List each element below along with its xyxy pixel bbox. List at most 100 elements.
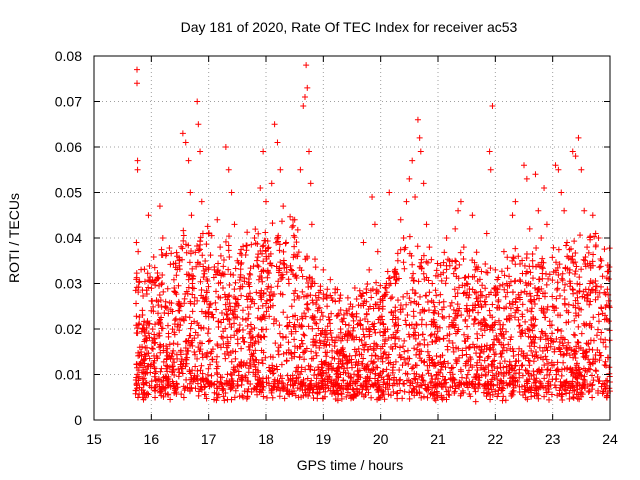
data-point xyxy=(553,335,560,342)
data-point xyxy=(220,386,227,393)
data-point xyxy=(506,300,513,307)
data-point xyxy=(558,328,565,335)
data-point xyxy=(414,341,421,348)
data-point xyxy=(503,379,510,386)
data-point xyxy=(416,263,423,270)
data-point xyxy=(400,380,407,387)
data-point xyxy=(502,397,509,404)
data-point xyxy=(403,301,410,308)
data-point xyxy=(574,370,581,377)
data-point xyxy=(373,364,380,371)
data-point xyxy=(160,288,167,295)
data-point xyxy=(183,249,190,256)
data-point xyxy=(268,180,275,187)
data-point xyxy=(554,285,561,292)
data-point xyxy=(368,294,375,301)
data-point xyxy=(547,343,554,350)
x-tick-label: 21 xyxy=(430,431,446,447)
data-point xyxy=(414,346,421,353)
data-point xyxy=(498,353,505,360)
data-point xyxy=(381,292,388,299)
data-point xyxy=(135,321,142,328)
data-point xyxy=(344,389,351,396)
data-point xyxy=(392,314,399,321)
data-point xyxy=(216,270,223,277)
data-point xyxy=(531,301,538,308)
data-point xyxy=(224,311,231,318)
data-point xyxy=(238,292,245,299)
data-point xyxy=(424,394,431,401)
data-point xyxy=(418,382,425,389)
data-point xyxy=(186,272,193,279)
data-point xyxy=(433,334,440,341)
data-point xyxy=(309,299,316,306)
data-point xyxy=(471,383,478,390)
data-point xyxy=(494,376,501,383)
data-point xyxy=(334,365,341,372)
data-point xyxy=(534,292,541,299)
data-point xyxy=(151,364,158,371)
data-point xyxy=(334,286,341,293)
data-point xyxy=(291,336,298,343)
data-point xyxy=(198,362,205,369)
data-point xyxy=(579,293,586,300)
data-point xyxy=(461,282,468,289)
data-point xyxy=(291,349,298,356)
data-point xyxy=(408,321,415,328)
data-point xyxy=(372,352,379,359)
data-point xyxy=(414,243,421,250)
data-point xyxy=(501,305,508,312)
data-point xyxy=(368,394,375,401)
data-point xyxy=(513,358,520,365)
data-point xyxy=(157,320,164,327)
data-point xyxy=(205,264,212,271)
data-point xyxy=(572,250,579,257)
data-point xyxy=(232,355,239,362)
data-point xyxy=(231,286,238,293)
data-point xyxy=(549,277,556,284)
data-point xyxy=(211,396,218,403)
data-point xyxy=(518,383,525,390)
data-point xyxy=(279,291,286,298)
data-point xyxy=(350,324,357,331)
data-point xyxy=(447,384,454,391)
data-point xyxy=(570,394,577,401)
data-point xyxy=(533,384,540,391)
data-point xyxy=(509,212,516,219)
data-point xyxy=(418,316,425,323)
data-point xyxy=(283,357,290,364)
data-point xyxy=(569,148,576,155)
data-point xyxy=(236,276,243,283)
data-point xyxy=(164,285,171,292)
data-point xyxy=(199,295,206,302)
data-point xyxy=(267,296,274,303)
data-point xyxy=(223,344,230,351)
data-point xyxy=(197,339,204,346)
data-point xyxy=(380,376,387,383)
data-point xyxy=(309,297,316,304)
data-point xyxy=(352,361,359,368)
data-point xyxy=(596,357,603,364)
data-point xyxy=(559,340,566,347)
data-point xyxy=(428,372,435,379)
data-point xyxy=(417,293,424,300)
data-point xyxy=(545,340,552,347)
data-point xyxy=(260,267,267,274)
data-point xyxy=(154,269,161,276)
data-point xyxy=(323,359,330,366)
data-point xyxy=(530,333,537,340)
data-point xyxy=(456,284,463,291)
data-point xyxy=(164,363,171,370)
data-point xyxy=(197,148,204,155)
data-point xyxy=(149,326,156,333)
data-point xyxy=(464,323,471,330)
data-point xyxy=(353,378,360,385)
data-point xyxy=(602,362,609,369)
data-point xyxy=(375,355,382,362)
data-point xyxy=(512,245,519,252)
data-point xyxy=(257,184,264,191)
data-point xyxy=(516,294,523,301)
data-point xyxy=(492,284,499,291)
data-point xyxy=(283,239,290,246)
data-point xyxy=(203,298,210,305)
